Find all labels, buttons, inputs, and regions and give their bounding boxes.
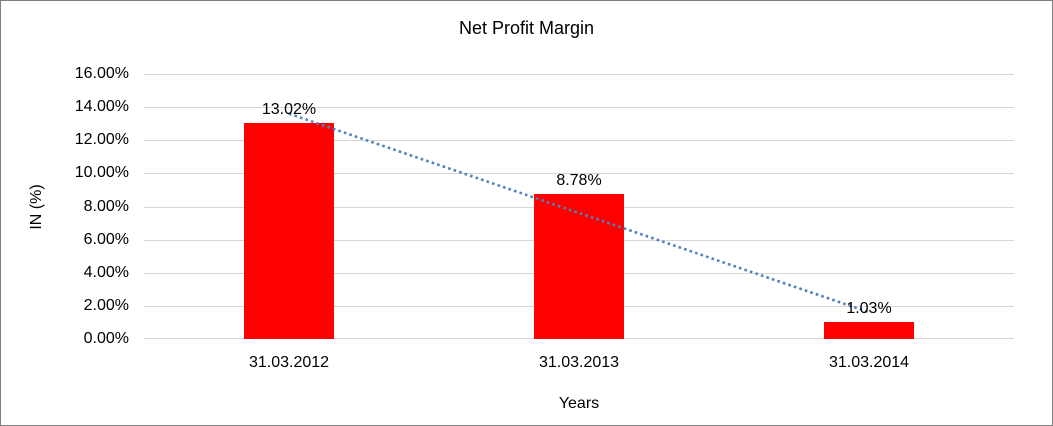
x-category-label: 31.03.2014	[828, 354, 910, 371]
chart-title: Net Profit Margin	[458, 18, 595, 38]
y-tick-label: 8.00%	[83, 198, 129, 215]
x-axis-title: Years	[558, 395, 600, 412]
bar-value-label: 8.78%	[556, 172, 602, 189]
trendline	[288, 112, 870, 314]
y-tick-label: 2.00%	[83, 297, 129, 314]
x-category-label: 31.03.2013	[538, 354, 620, 371]
gridline	[144, 140, 1014, 141]
gridline	[144, 173, 1014, 174]
y-tick-label: 10.00%	[74, 164, 129, 181]
bar	[824, 322, 914, 339]
y-tick-label: 16.00%	[74, 65, 129, 82]
gridline	[144, 74, 1014, 75]
plot-area: 13.02% 8.78% 1.03%	[144, 74, 1014, 339]
bar-value-label: 1.03%	[846, 300, 892, 317]
y-tick-label: 12.00%	[74, 131, 129, 148]
y-tick-label: 4.00%	[83, 264, 129, 281]
x-category-label: 31.03.2012	[248, 354, 330, 371]
gridline	[144, 107, 1014, 108]
y-tick-label: 6.00%	[83, 231, 129, 248]
y-tick-label: 14.00%	[74, 98, 129, 115]
bar-value-label: 13.02%	[261, 101, 317, 118]
y-tick-label: 0.00%	[83, 330, 129, 347]
bar	[244, 123, 334, 339]
bar	[534, 194, 624, 339]
